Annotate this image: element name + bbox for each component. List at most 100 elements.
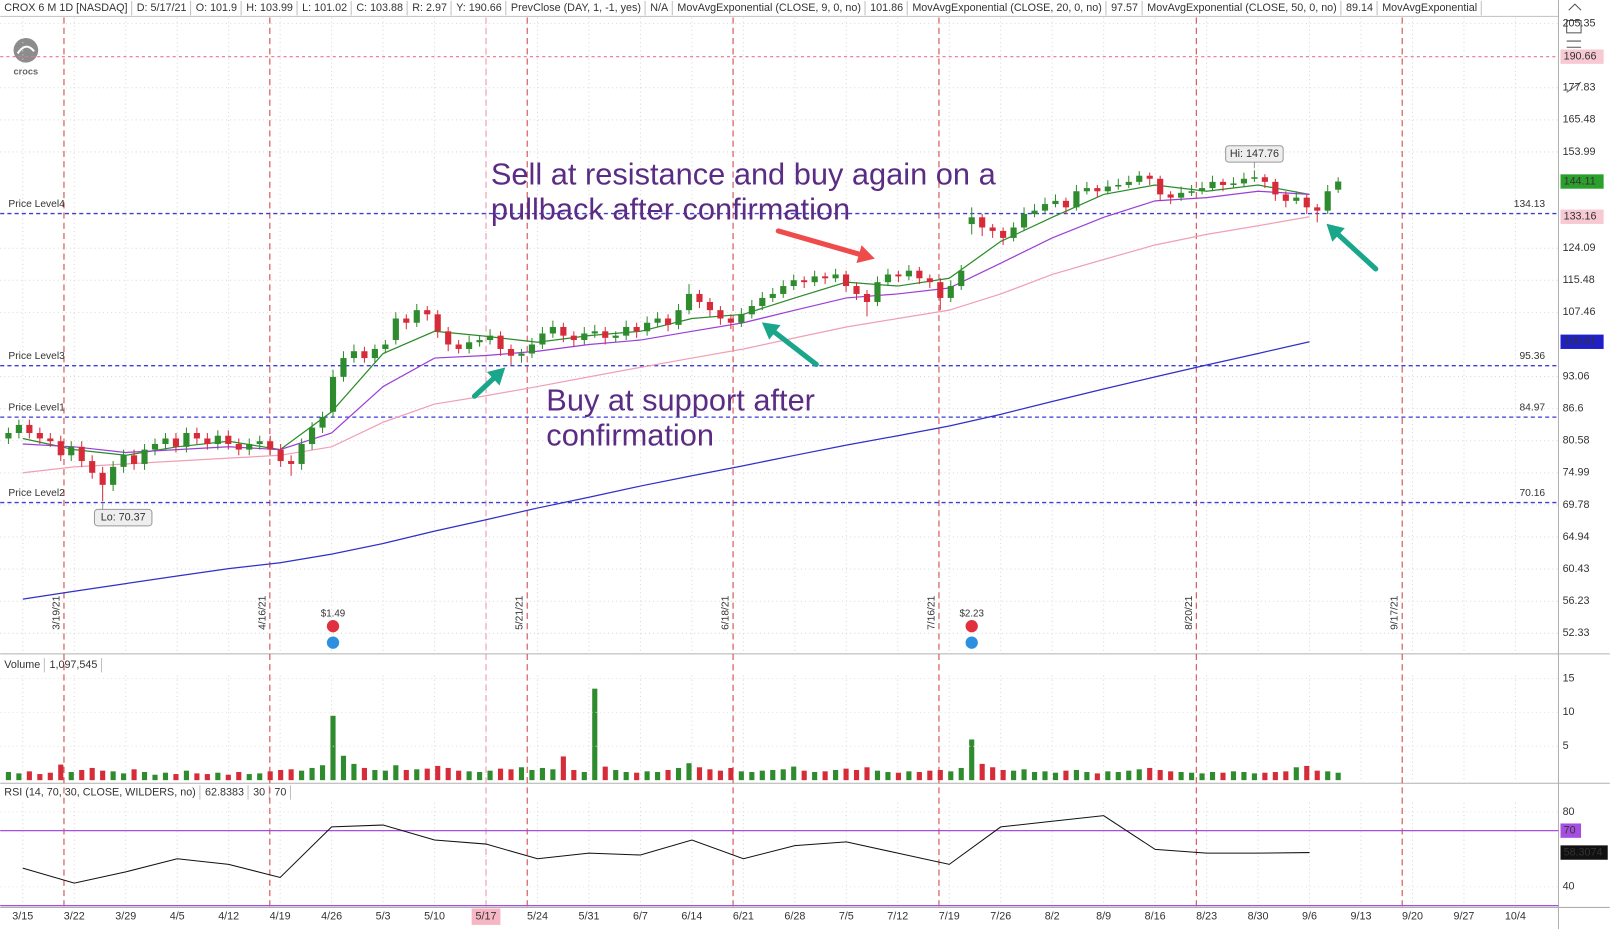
x-tick-label: 4/12 xyxy=(218,911,239,923)
annotation-arrow xyxy=(471,376,496,399)
tool-icon[interactable] xyxy=(1566,20,1582,34)
volume-bar xyxy=(382,770,388,781)
x-tick-label: 6/21 xyxy=(733,911,754,923)
header-item: MovAvgExponential (CLOSE, 9, 0, no) xyxy=(677,2,861,14)
candle-body xyxy=(308,427,316,445)
header-item: MovAvgExponential xyxy=(1382,2,1477,14)
candle-body xyxy=(738,314,745,323)
candle-body xyxy=(549,326,556,334)
candle-body xyxy=(214,435,221,445)
annotation: Buy at support after xyxy=(546,383,815,418)
x-tick-label: 5/24 xyxy=(527,911,548,923)
candle-body xyxy=(717,310,724,319)
candle-body xyxy=(110,466,117,485)
selected-date-box xyxy=(471,908,501,925)
volume-bar xyxy=(204,774,210,781)
candle-body xyxy=(623,326,630,336)
candle-body xyxy=(706,301,714,311)
volume-bar xyxy=(581,772,587,781)
candle-body xyxy=(1335,181,1342,190)
candle-body xyxy=(979,217,986,228)
axis-badge-label: 190.66 xyxy=(1564,51,1597,63)
volume-bar xyxy=(738,771,744,781)
annotation-arrowhead xyxy=(486,367,506,386)
volume-bar xyxy=(728,767,734,781)
candle-body xyxy=(246,444,253,450)
volume-bar xyxy=(194,773,200,781)
candle-body xyxy=(141,449,148,464)
volume-bar xyxy=(1230,771,1237,781)
x-tick-label: 5/10 xyxy=(424,911,445,923)
volume-bar xyxy=(1335,772,1341,781)
candle-body xyxy=(1146,175,1153,179)
candle-body xyxy=(1178,192,1185,198)
volume-bar xyxy=(1209,772,1216,781)
candle-body xyxy=(1198,188,1206,192)
x-tick-label: 9/27 xyxy=(1453,911,1474,923)
header-item: L: 101.02 xyxy=(302,2,347,14)
price-level-name: Price Level4 xyxy=(8,199,65,210)
earnings-label: $2.23 xyxy=(960,608,984,619)
header-item: 89.14 xyxy=(1346,2,1373,14)
x-tick-label: 4/19 xyxy=(270,911,291,923)
candle-body xyxy=(319,416,326,428)
y-tick-label: 205.35 xyxy=(1563,17,1596,29)
candle-body xyxy=(1104,186,1111,192)
x-tick-label: 6/28 xyxy=(784,911,805,923)
logo-mark xyxy=(16,45,35,54)
y-tick-label: 153.99 xyxy=(1563,146,1596,158)
candle-body xyxy=(811,276,818,283)
candle-body xyxy=(288,461,295,464)
volume-bar xyxy=(801,770,807,781)
volume-bar xyxy=(1293,767,1299,781)
header-item: 30 xyxy=(253,786,265,798)
candle-body xyxy=(26,424,33,433)
candle-body xyxy=(958,270,965,287)
volume-bar xyxy=(539,767,545,781)
volume-bar xyxy=(1073,769,1079,781)
tool-icon[interactable] xyxy=(1568,3,1582,11)
volume-bar xyxy=(592,688,598,781)
axis-badge-label: 133.16 xyxy=(1564,211,1597,223)
volume-bar xyxy=(759,770,765,781)
tool-icon[interactable] xyxy=(1566,81,1582,93)
candle-body xyxy=(89,461,96,473)
expiration-label: 9/17/21 xyxy=(1390,595,1401,629)
volume-bar xyxy=(497,768,504,781)
axis-badge-label: 144.11 xyxy=(1564,175,1596,187)
expiration-label: 7/16/21 xyxy=(926,595,937,629)
volume-bar xyxy=(571,769,577,781)
candle-body xyxy=(476,340,483,343)
candle-body xyxy=(1324,191,1331,211)
candle-body xyxy=(832,274,839,279)
x-tick-label: 5/3 xyxy=(376,911,391,923)
volume-bar xyxy=(1199,773,1205,781)
candle-body xyxy=(413,310,420,323)
header-item: C: 103.88 xyxy=(356,2,403,14)
volume-bar xyxy=(1063,770,1069,781)
volume-bar xyxy=(340,755,347,781)
volume-bar xyxy=(644,771,650,781)
volume-bar xyxy=(89,767,95,781)
candle-body xyxy=(1188,191,1195,193)
volume-bar xyxy=(246,774,252,781)
volume-bar xyxy=(5,772,11,781)
rsi-line xyxy=(22,815,1310,884)
candle-body xyxy=(1219,181,1227,185)
candle-body xyxy=(497,335,504,349)
price-level-value: 95.36 xyxy=(1519,351,1545,362)
candle-body xyxy=(1272,181,1279,195)
volume-bar xyxy=(152,774,158,781)
candle-body xyxy=(1000,230,1007,238)
expiration-label: 4/16/21 xyxy=(257,595,268,629)
x-tick-label: 9/20 xyxy=(1402,911,1423,923)
volume-bar xyxy=(655,772,661,781)
volume-bar xyxy=(518,767,525,781)
candle-body xyxy=(905,270,912,277)
candle-body xyxy=(853,286,860,294)
candle-body xyxy=(790,280,797,287)
volume-bar xyxy=(131,769,137,781)
x-tick-label: 3/15 xyxy=(12,911,33,923)
candle-body xyxy=(445,331,452,345)
candle-body xyxy=(256,441,263,445)
